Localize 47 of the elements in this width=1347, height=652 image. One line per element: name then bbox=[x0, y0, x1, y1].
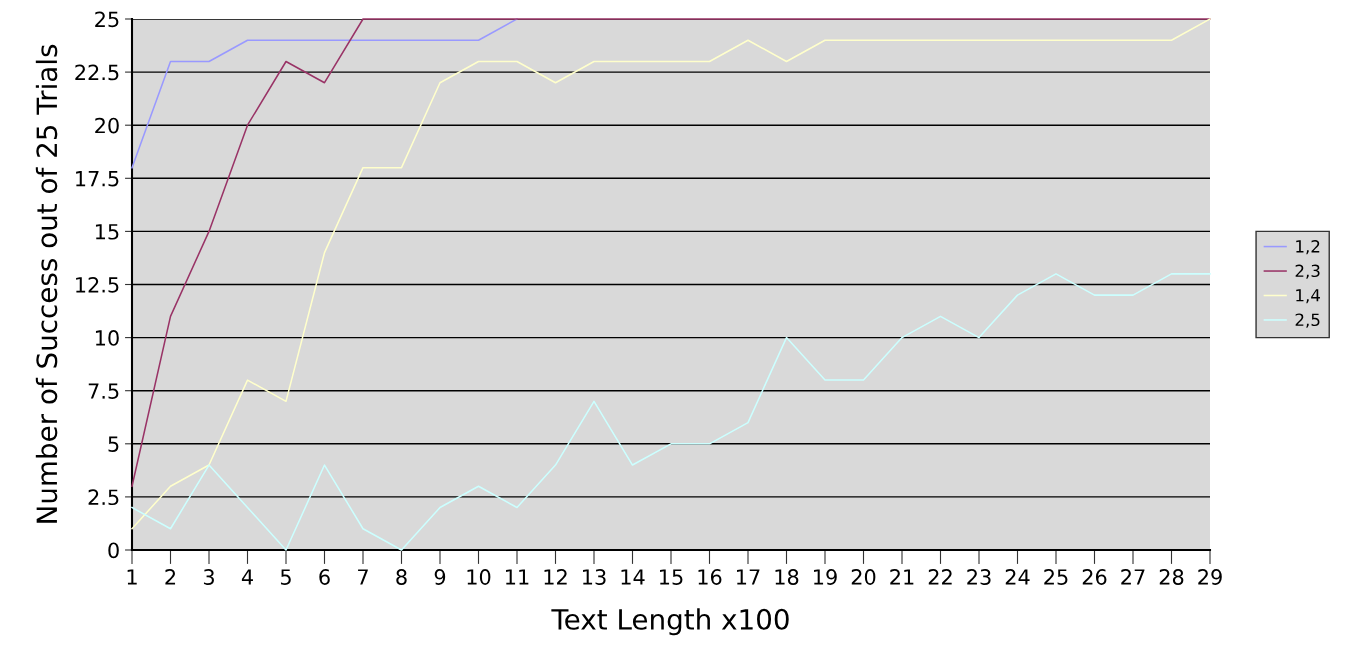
x-tick-label: 26 bbox=[1082, 569, 1107, 585]
y-tick-label: 22.5 bbox=[75, 64, 119, 81]
x-tick-label: 3 bbox=[203, 569, 214, 585]
y-tick-label: 2.5 bbox=[88, 489, 119, 506]
x-tick-label: 6 bbox=[319, 569, 330, 585]
x-tick-label: 2 bbox=[165, 569, 176, 585]
x-tick-label: 25 bbox=[1044, 569, 1068, 585]
x-tick-label: 17 bbox=[737, 569, 760, 585]
x-tick-label: 4 bbox=[241, 569, 253, 585]
x-tick-label: 24 bbox=[1005, 569, 1030, 585]
x-tick-label: 19 bbox=[814, 569, 837, 585]
x-tick-label: 1 bbox=[127, 569, 137, 585]
x-tick-label: 28 bbox=[1159, 569, 1184, 585]
x-tick-label: 12 bbox=[544, 569, 567, 585]
x-tick-label: 8 bbox=[396, 569, 407, 585]
y-tick-label: 15 bbox=[95, 224, 119, 240]
x-tick-label: 11 bbox=[506, 569, 529, 585]
x-tick-label: 18 bbox=[775, 569, 799, 585]
y-tick-label: 20 bbox=[95, 117, 119, 134]
x-tick-label: 23 bbox=[967, 569, 991, 585]
y-tick-label: 5 bbox=[108, 436, 119, 453]
legend-label: 1,2 bbox=[1296, 240, 1320, 255]
x-tick-label: 15 bbox=[660, 569, 683, 585]
legend-label: 2,5 bbox=[1295, 313, 1320, 328]
y-tick-label: 7.5 bbox=[88, 383, 119, 399]
x-tick-label: 14 bbox=[621, 569, 645, 585]
x-tick-label: 13 bbox=[583, 569, 606, 585]
x-tick-label: 10 bbox=[467, 569, 491, 585]
x-tick-label: 5 bbox=[280, 569, 291, 585]
y-tick-label: 25 bbox=[95, 11, 119, 28]
x-tick-label: 9 bbox=[434, 569, 446, 585]
y-tick-label: 12.5 bbox=[76, 276, 119, 293]
x-tick-label: 21 bbox=[890, 569, 914, 585]
x-tick-label: 27 bbox=[1121, 569, 1145, 585]
y-tick-label: 0 bbox=[108, 542, 119, 559]
y-axis-title: Number of Success out of 25 Trials bbox=[35, 44, 58, 523]
x-tick-label: 20 bbox=[851, 569, 876, 585]
legend-label: 2,3 bbox=[1295, 264, 1320, 279]
legend-label: 1,4 bbox=[1296, 289, 1320, 304]
x-tick-label: 22 bbox=[928, 569, 952, 585]
y-tick-label: 10 bbox=[95, 330, 119, 346]
x-tick-label: 7 bbox=[358, 569, 368, 585]
x-tick-label: 16 bbox=[698, 569, 722, 585]
x-tick-label: 29 bbox=[1198, 569, 1222, 585]
y-tick-label: 17.5 bbox=[76, 171, 119, 187]
line-series bbox=[131, 18, 518, 169]
x-axis-title: Text Length x100 bbox=[551, 608, 789, 636]
